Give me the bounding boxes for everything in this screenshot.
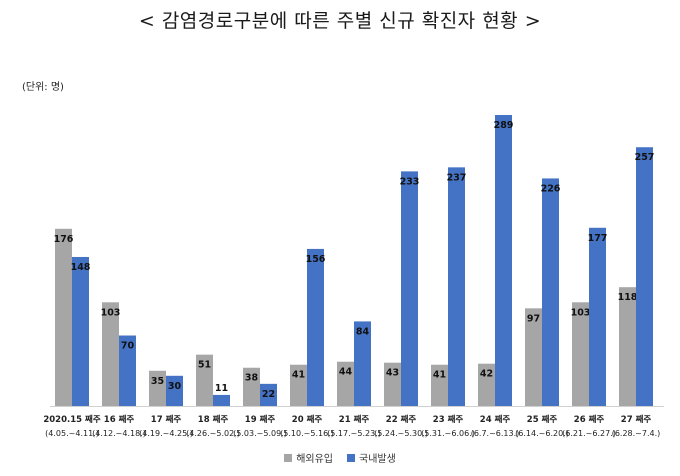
bar-domestic — [448, 167, 465, 406]
data-label-domestic: 22 — [262, 389, 275, 400]
legend-label-overseas: 해외유입 — [296, 454, 333, 465]
x-tick-date-range: (6.14.~6.20.) — [515, 429, 569, 438]
data-label-overseas: 97 — [527, 313, 540, 324]
data-label-domestic: 237 — [447, 172, 467, 183]
data-label-overseas: 118 — [618, 292, 638, 303]
bar-overseas — [337, 361, 354, 406]
bar-domestic — [166, 375, 183, 406]
data-label-overseas: 38 — [245, 373, 259, 384]
bar-overseas — [55, 228, 72, 406]
x-tick-label: 26 째주 — [574, 414, 605, 425]
x-tick-label: 23 째주 — [433, 414, 464, 425]
data-label-overseas: 43 — [386, 368, 399, 379]
chart-title: < 감염경로구분에 따른 주별 신규 확진자 현황 > — [138, 10, 542, 32]
x-tick-label: 19 째주 — [245, 414, 276, 425]
x-tick-label: 16 째주 — [104, 414, 135, 425]
data-label-overseas: 103 — [571, 307, 591, 318]
bar-overseas — [478, 363, 495, 406]
bar-overseas — [384, 362, 401, 406]
x-tick-label: 25 째주 — [527, 414, 558, 425]
data-label-domestic: 84 — [356, 326, 370, 337]
x-tick-date-range: (6.21.~6.27.) — [562, 429, 616, 438]
legend: 해외유입 국내발생 — [0, 450, 680, 465]
bar-domestic — [636, 147, 653, 407]
data-label-domestic: 30 — [168, 381, 182, 392]
bar-domestic — [495, 115, 512, 406]
data-label-domestic: 289 — [494, 120, 514, 131]
data-label-overseas: 42 — [480, 369, 493, 380]
x-tick-label: 21 째주 — [339, 414, 370, 425]
x-tick-label: 22 째주 — [386, 414, 417, 425]
x-tick-date-range: (4.05.~4.11.) — [45, 429, 99, 438]
x-tick-label: 18 째주 — [198, 414, 229, 425]
bar-domestic — [354, 321, 371, 406]
bar-domestic — [213, 394, 230, 406]
bar-overseas — [196, 354, 213, 406]
bar-overseas — [102, 302, 119, 406]
data-label-domestic: 11 — [215, 383, 228, 394]
unit-label: (단위: 명) — [22, 82, 64, 93]
x-tick-date-range: (4.19.~4.25.) — [139, 429, 193, 438]
bar-overseas — [572, 302, 589, 406]
bar-chart: 176 148 2020.15 째주 (4.05.~4.11.) 103 70 16 째주 (… — [43, 115, 664, 438]
x-tick-date-range: (6.7.~6.13.) — [471, 429, 520, 438]
data-label-domestic: 156 — [306, 254, 326, 265]
data-label-overseas: 41 — [292, 370, 305, 381]
bar-overseas — [149, 370, 166, 406]
bar-domestic — [589, 227, 606, 406]
x-tick-date-range: (4.26.~5.02.) — [186, 429, 240, 438]
bar-overseas — [290, 364, 307, 406]
data-label-overseas: 51 — [198, 360, 211, 371]
x-tick-label: 17 째주 — [151, 414, 182, 425]
x-tick-date-range: (5.10.~5.16.) — [280, 429, 334, 438]
x-tick-label: 27 째주 — [621, 414, 652, 425]
bar-overseas — [243, 367, 260, 406]
x-tick-label: 24 째주 — [480, 414, 511, 425]
data-label-overseas: 44 — [339, 367, 353, 378]
data-label-overseas: 41 — [433, 370, 446, 381]
x-tick-date-range: (4.12.~4.18.) — [92, 429, 146, 438]
bar-overseas — [431, 364, 448, 406]
x-tick-label: 2020.15 째주 — [43, 414, 100, 425]
x-tick-date-range: (5.31.~6.06.) — [421, 429, 475, 438]
legend-swatch-domestic — [347, 453, 355, 462]
legend-item-domestic: 국내발생 — [347, 450, 396, 465]
bar-domestic — [307, 248, 324, 406]
bar-domestic — [401, 171, 418, 406]
data-label-overseas: 103 — [101, 307, 121, 318]
legend-item-overseas: 해외유입 — [284, 450, 333, 465]
x-tick-date-range: (6.28.~7.4.) — [612, 429, 661, 438]
data-label-domestic: 70 — [121, 341, 135, 352]
legend-swatch-overseas — [284, 453, 293, 462]
legend-label-domestic: 국내발생 — [359, 454, 396, 465]
data-label-domestic: 177 — [588, 233, 608, 244]
x-tick-label: 20 째주 — [292, 414, 323, 425]
bar-domestic — [72, 256, 89, 406]
x-tick-date-range: (5.03.~5.09.) — [233, 429, 287, 438]
data-label-overseas: 176 — [54, 234, 74, 245]
bar-overseas — [525, 308, 542, 406]
data-label-domestic: 233 — [400, 176, 420, 187]
x-tick-date-range: (5.24.~5.30.) — [374, 429, 428, 438]
data-label-overseas: 35 — [151, 376, 164, 387]
data-label-domestic: 226 — [541, 183, 561, 194]
bar-domestic — [542, 178, 559, 406]
data-label-domestic: 148 — [71, 262, 91, 273]
x-tick-date-range: (5.17.~5.23.) — [327, 429, 381, 438]
bar-domestic — [260, 383, 277, 406]
data-label-domestic: 257 — [635, 152, 655, 163]
bar-domestic — [119, 335, 136, 406]
bar-overseas — [619, 287, 636, 406]
